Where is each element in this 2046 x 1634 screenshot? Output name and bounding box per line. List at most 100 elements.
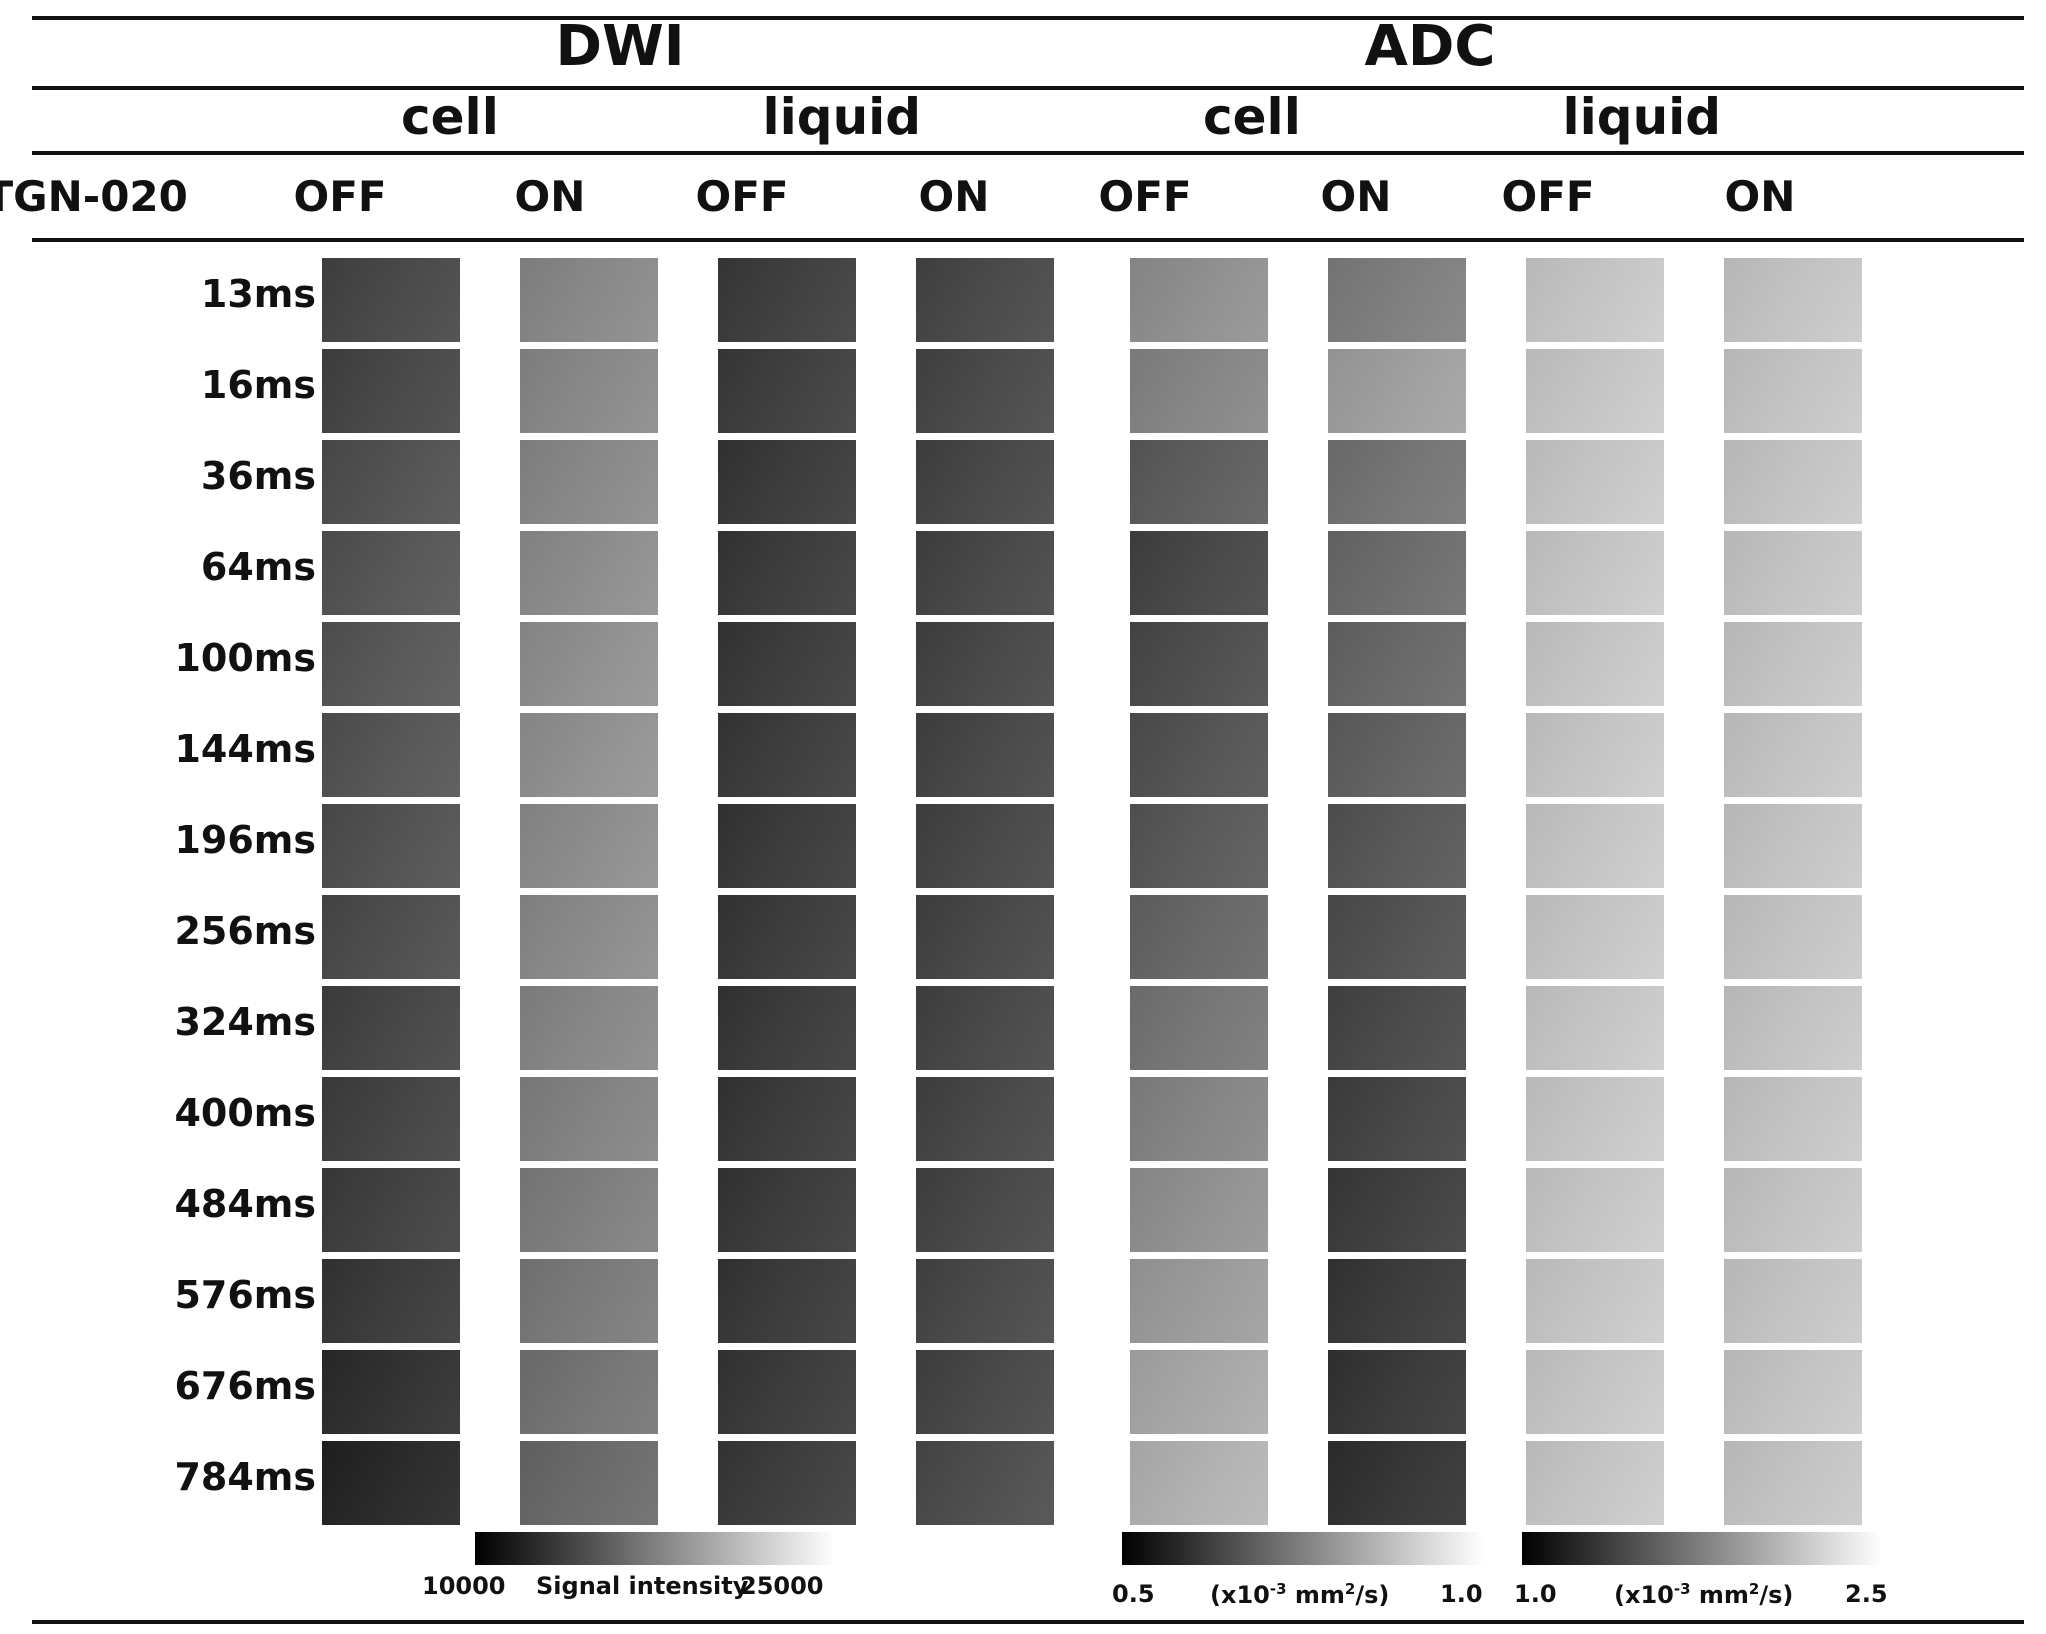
image-tile <box>1724 986 1862 1070</box>
row-label: 676ms <box>174 1364 316 1408</box>
image-tile <box>322 1168 460 1252</box>
image-tile <box>1328 804 1466 888</box>
image-tile <box>322 1350 460 1434</box>
image-tile <box>322 531 460 615</box>
colorbar-adc-cell-max: 1.0 <box>1440 1580 1483 1608</box>
image-tile <box>718 258 856 342</box>
image-tile <box>1724 1350 1862 1434</box>
image-tile <box>1724 895 1862 979</box>
col-header: OFF <box>695 172 789 221</box>
image-tile <box>1328 1259 1466 1343</box>
row-label: 196ms <box>174 818 316 862</box>
row-label: 16ms <box>200 363 316 407</box>
image-tile <box>1328 258 1466 342</box>
image-tile <box>520 1077 658 1161</box>
image-tile <box>718 804 856 888</box>
colorbar-dwi-min: 10000 <box>422 1572 506 1600</box>
image-tile <box>1724 1259 1862 1343</box>
image-tile <box>1526 895 1664 979</box>
colorbar-adc-cell-gradient <box>1122 1532 1484 1565</box>
image-tile <box>322 1441 460 1525</box>
image-tile <box>520 440 658 524</box>
image-tile <box>916 895 1054 979</box>
image-tile <box>916 531 1054 615</box>
image-tile <box>1328 1077 1466 1161</box>
row-label: 100ms <box>174 636 316 680</box>
image-tile <box>916 1259 1054 1343</box>
image-tile <box>520 349 658 433</box>
group-rule <box>32 86 2024 90</box>
image-tile <box>520 1441 658 1525</box>
group-title-dwi: DWI <box>555 14 685 79</box>
image-tile <box>1526 1077 1664 1161</box>
image-tile <box>1724 804 1862 888</box>
image-tile <box>1724 1077 1862 1161</box>
colorbar-dwi-max: 25000 <box>740 1572 824 1600</box>
subgroup-adc-cell: cell <box>1203 88 1301 146</box>
image-tile <box>1526 258 1664 342</box>
image-tile <box>1724 440 1862 524</box>
col-header: OFF <box>293 172 387 221</box>
col-header: ON <box>514 172 586 221</box>
image-tile <box>1724 1168 1862 1252</box>
image-tile <box>1526 531 1664 615</box>
image-tile <box>718 713 856 797</box>
image-tile <box>322 349 460 433</box>
image-tile <box>1328 895 1466 979</box>
image-tile <box>1328 622 1466 706</box>
header-rule <box>32 238 2024 242</box>
colorbar-adc-liquid-min: 1.0 <box>1514 1580 1557 1608</box>
image-tile <box>718 1168 856 1252</box>
row-label: 784ms <box>174 1455 316 1499</box>
image-tile <box>1328 349 1466 433</box>
subgroup-dwi-liquid: liquid <box>762 88 922 146</box>
top-rule <box>32 16 2024 20</box>
image-tile <box>916 986 1054 1070</box>
image-tile <box>1526 986 1664 1070</box>
image-tile <box>916 1441 1054 1525</box>
col-header: ON <box>918 172 990 221</box>
image-tile <box>718 1259 856 1343</box>
image-tile <box>322 986 460 1070</box>
subgroup-rule <box>32 151 2024 155</box>
image-tile <box>1328 1168 1466 1252</box>
image-tile <box>1328 986 1466 1070</box>
image-tile <box>520 1168 658 1252</box>
image-tile <box>520 986 658 1070</box>
image-tile <box>1526 1168 1664 1252</box>
image-tile <box>1130 1350 1268 1434</box>
image-tile <box>916 1168 1054 1252</box>
image-tile <box>718 986 856 1070</box>
image-tile <box>1724 349 1862 433</box>
image-tile <box>1328 531 1466 615</box>
image-tile <box>1130 349 1268 433</box>
colorbar-adc-cell-unit: (x10-3 mm2/s) <box>1210 1580 1390 1609</box>
image-tile <box>916 1077 1054 1161</box>
image-tile <box>1526 804 1664 888</box>
image-tile <box>1526 440 1664 524</box>
col-header: OFF <box>1098 172 1192 221</box>
row-label: 144ms <box>174 727 316 771</box>
image-tile <box>520 713 658 797</box>
bottom-rule <box>32 1620 2024 1624</box>
image-tile <box>916 622 1054 706</box>
row-header-tgn020: TGN-020 <box>0 172 188 221</box>
image-tile <box>520 258 658 342</box>
image-tile <box>322 258 460 342</box>
image-tile <box>718 440 856 524</box>
image-tile <box>1130 622 1268 706</box>
image-tile <box>718 622 856 706</box>
image-tile <box>1130 895 1268 979</box>
colorbar-dwi-gradient <box>475 1532 835 1565</box>
image-tile <box>718 895 856 979</box>
image-tile <box>1130 986 1268 1070</box>
image-tile <box>1724 258 1862 342</box>
image-tile <box>520 622 658 706</box>
colorbar-adc-liquid-unit: (x10-3 mm2/s) <box>1614 1580 1794 1609</box>
image-tile <box>322 804 460 888</box>
image-tile <box>520 895 658 979</box>
group-title-adc: ADC <box>1364 14 1496 79</box>
row-label: 576ms <box>174 1273 316 1317</box>
image-tile <box>1724 531 1862 615</box>
image-tile <box>520 804 658 888</box>
